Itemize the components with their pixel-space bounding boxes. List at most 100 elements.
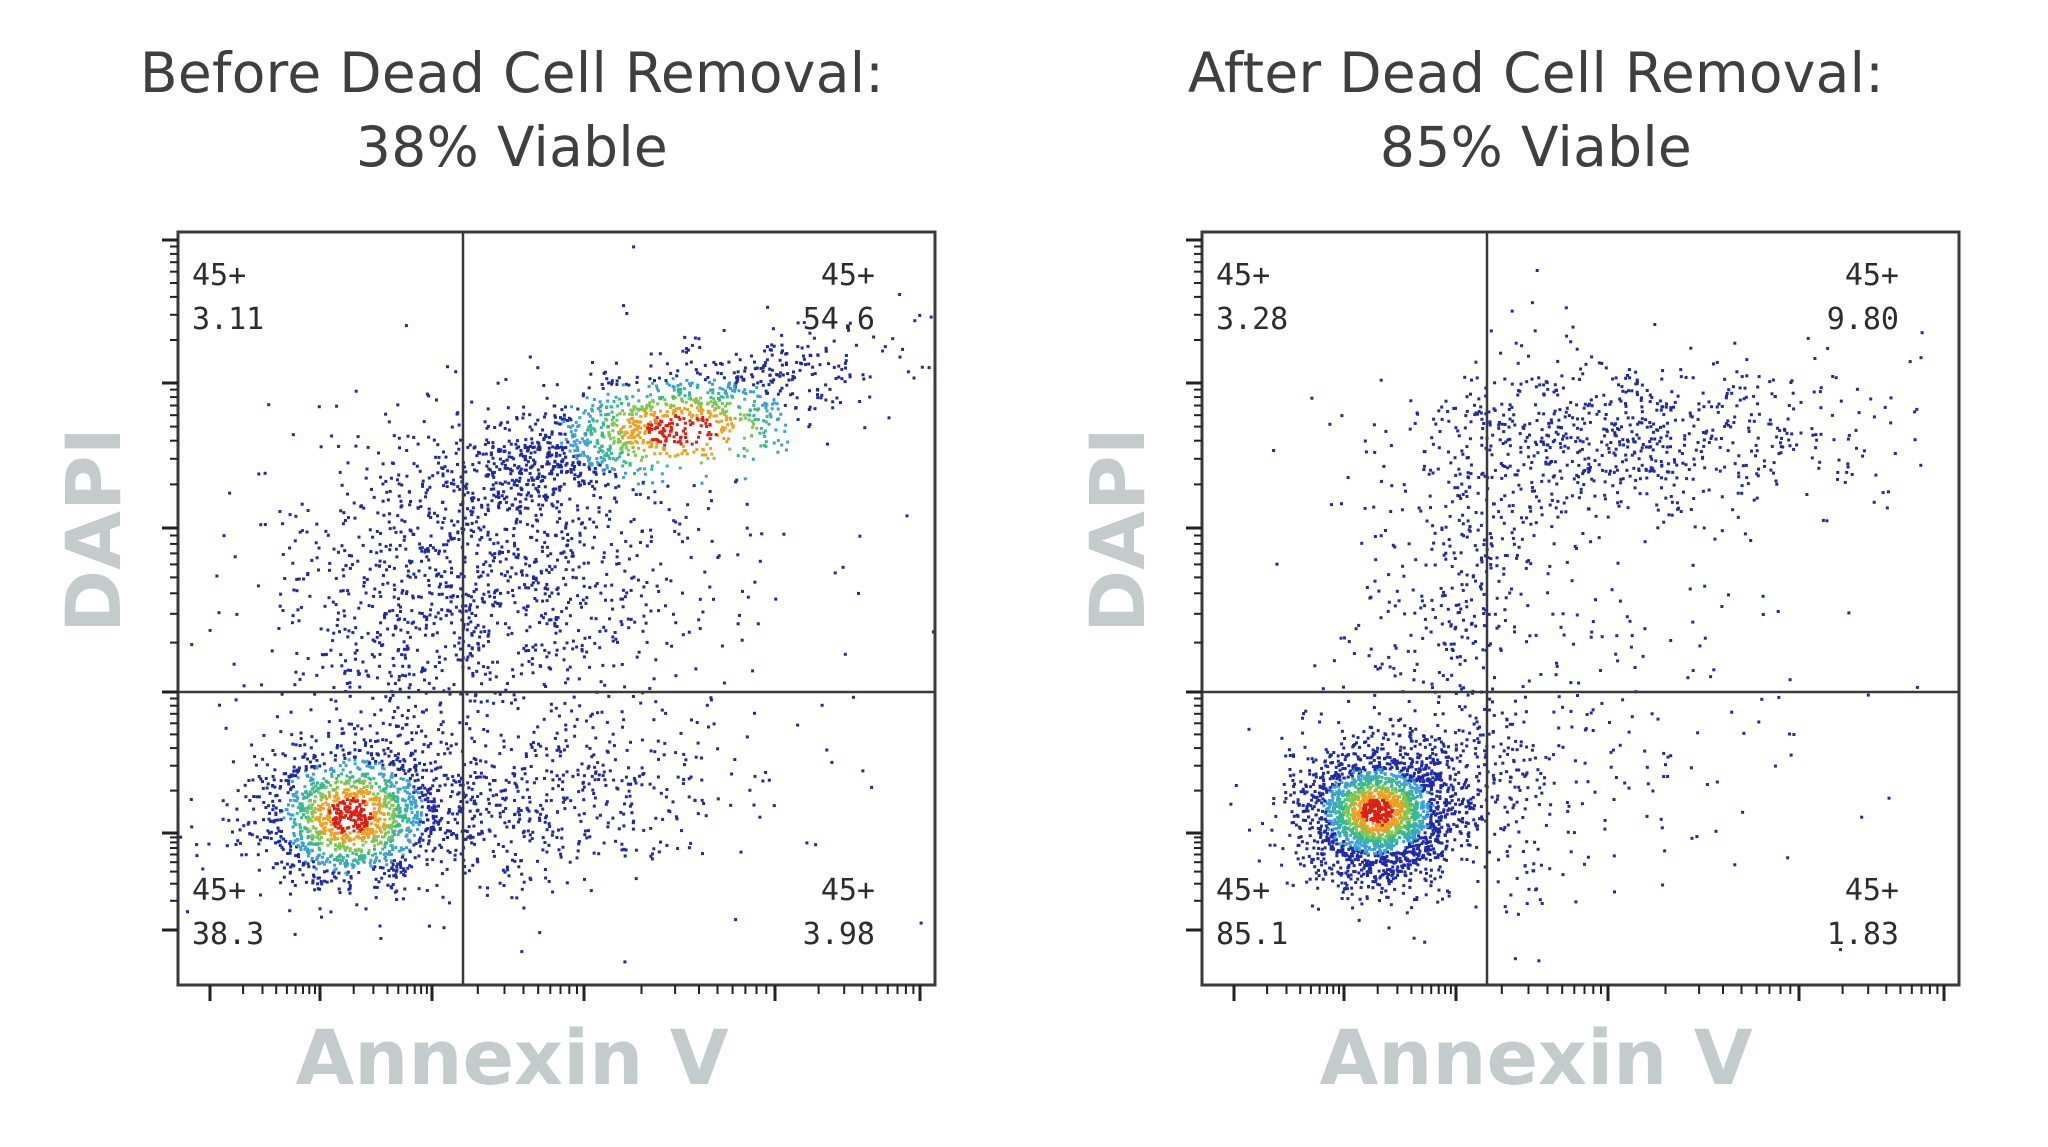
data-point <box>519 467 523 471</box>
data-point <box>621 605 625 609</box>
data-point <box>779 412 783 416</box>
data-point <box>406 785 410 789</box>
data-point <box>308 818 312 821</box>
data-point <box>344 814 348 818</box>
data-point <box>545 622 549 626</box>
data-point <box>452 779 456 783</box>
data-point <box>689 423 693 427</box>
data-point <box>636 578 640 582</box>
data-point <box>569 425 573 429</box>
data-point <box>704 474 708 478</box>
data-point <box>708 380 711 384</box>
data-point <box>266 782 270 786</box>
data-point <box>334 754 337 758</box>
data-point <box>635 381 639 384</box>
data-point <box>556 616 560 620</box>
data-point <box>711 382 714 386</box>
data-point <box>666 424 670 427</box>
data-point <box>317 804 320 808</box>
data-point <box>519 449 523 453</box>
data-point <box>443 831 447 835</box>
data-point <box>412 843 416 847</box>
data-point <box>524 755 528 758</box>
data-point <box>344 864 347 868</box>
data-point <box>566 419 569 422</box>
data-point <box>334 821 338 825</box>
data-point <box>719 372 723 376</box>
data-point <box>441 895 445 899</box>
data-point <box>725 392 729 396</box>
data-point <box>567 425 571 428</box>
data-point <box>291 813 295 817</box>
data-point <box>384 544 388 548</box>
data-point <box>595 419 599 423</box>
data-point <box>1429 815 1433 819</box>
data-point <box>278 604 282 608</box>
data-point <box>652 677 656 681</box>
data-point <box>647 404 651 407</box>
data-point <box>570 537 574 541</box>
data-point <box>534 560 538 563</box>
data-point <box>418 761 422 765</box>
data-point <box>486 533 490 537</box>
data-point <box>637 388 640 392</box>
data-point <box>383 794 387 798</box>
data-point <box>548 564 552 568</box>
data-point <box>359 781 363 784</box>
data-point <box>345 805 349 809</box>
data-point <box>467 825 471 829</box>
data-point <box>611 816 615 820</box>
data-point <box>274 841 277 845</box>
data-point <box>439 845 443 849</box>
data-point <box>498 423 502 427</box>
data-point <box>486 797 490 801</box>
data-point <box>590 712 594 716</box>
data-point <box>425 768 428 772</box>
data-point <box>389 781 393 785</box>
data-point <box>660 708 664 712</box>
data-point <box>402 786 406 790</box>
data-point <box>387 754 391 758</box>
data-point <box>268 791 272 795</box>
data-point <box>708 423 712 426</box>
data-point <box>676 369 680 373</box>
data-point <box>617 455 621 459</box>
data-point <box>621 383 625 387</box>
data-point <box>541 848 545 852</box>
data-point <box>306 757 309 761</box>
data-point <box>538 819 542 822</box>
data-point <box>1405 805 1409 809</box>
data-point <box>512 483 516 487</box>
data-point <box>408 864 412 868</box>
data-point <box>338 814 342 818</box>
data-point <box>594 617 598 621</box>
data-point <box>324 794 328 798</box>
data-point <box>769 415 773 419</box>
data-point <box>498 604 502 608</box>
data-point <box>498 752 502 756</box>
data-point <box>342 846 346 850</box>
data-point <box>304 767 308 771</box>
data-point <box>218 703 221 707</box>
data-point <box>411 795 415 799</box>
data-point <box>717 398 721 402</box>
data-point <box>1436 758 1440 762</box>
data-point <box>402 538 406 542</box>
data-point <box>588 462 592 466</box>
data-point <box>371 837 375 841</box>
data-point <box>1376 831 1380 835</box>
data-point <box>516 735 520 739</box>
data-point <box>408 776 412 780</box>
data-point <box>279 809 282 813</box>
data-point <box>482 775 486 779</box>
data-point <box>364 669 368 673</box>
data-point <box>307 799 311 803</box>
data-point <box>407 769 411 773</box>
data-point <box>484 560 488 564</box>
data-point <box>261 786 265 790</box>
data-point <box>347 826 351 830</box>
data-point <box>311 815 315 819</box>
data-point <box>664 711 668 715</box>
data-point <box>848 373 852 377</box>
data-point <box>322 762 326 766</box>
